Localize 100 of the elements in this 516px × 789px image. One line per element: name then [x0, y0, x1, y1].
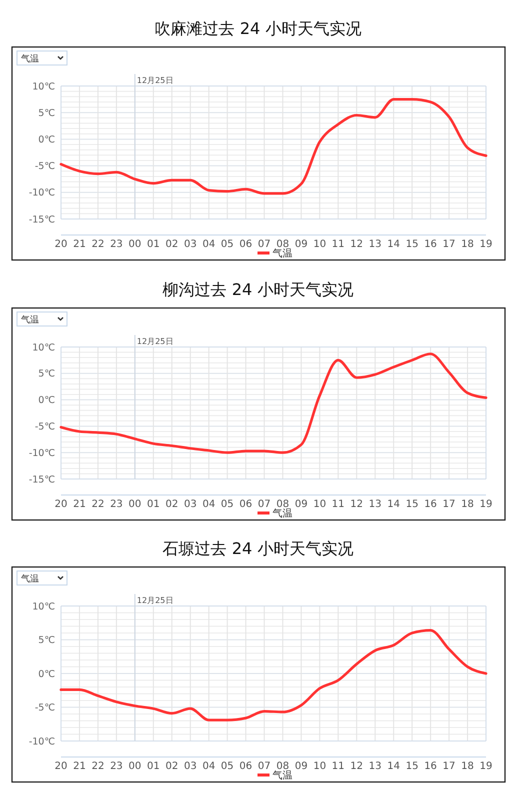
- x-tick-label: 20: [54, 761, 68, 772]
- legend-label: 气温: [272, 508, 292, 520]
- ref-line-label: 12月25日: [136, 337, 174, 346]
- x-tick-label: 01: [147, 239, 160, 250]
- x-tick-label: 11: [332, 499, 345, 510]
- legend-label: 气温: [272, 248, 292, 260]
- x-tick-label: 17: [442, 761, 456, 772]
- x-tick-label: 20: [54, 499, 68, 510]
- x-tick-label: 19: [480, 761, 492, 772]
- x-tick-label: 19: [480, 499, 492, 510]
- y-tick-label: 10℃: [32, 81, 56, 92]
- x-tick-label: 20: [54, 239, 68, 250]
- x-tick-label: 21: [73, 239, 86, 250]
- y-tick-label: -5℃: [34, 422, 56, 433]
- x-tick-label: 00: [128, 499, 142, 510]
- x-tick-label: 12: [350, 239, 364, 250]
- dropdown: 气温: [16, 570, 68, 586]
- x-tick-label: 10: [313, 761, 326, 772]
- x-tick-label: 14: [387, 499, 400, 510]
- y-tick-label: 10℃: [32, 601, 56, 612]
- x-tick-label: 01: [147, 499, 160, 510]
- x-tick-label: 15: [406, 239, 418, 250]
- line-series: [60, 98, 488, 195]
- chart-title: 石塬过去 24 小时天气实况: [162, 539, 354, 558]
- x-tick-label: 06: [239, 499, 252, 510]
- x-tick-label: 21: [73, 761, 86, 772]
- x-tick-label: 22: [92, 761, 104, 772]
- x-tick-label: 07: [258, 761, 271, 772]
- chart-title: 柳沟过去 24 小时天气实况: [162, 280, 354, 299]
- y-tick-label: 0℃: [38, 395, 56, 406]
- x-tick-label: 22: [92, 239, 104, 250]
- x-tick-label: 12: [350, 761, 364, 772]
- y-tick-label: 0℃: [38, 668, 56, 680]
- x-tick-label: 18: [461, 499, 474, 510]
- x-tick-label: 23: [110, 239, 123, 250]
- y-tick-label: 0℃: [38, 134, 56, 146]
- line-series: [60, 629, 488, 722]
- y-tick-label: -5℃: [34, 161, 56, 172]
- x-tick-label: 10: [313, 239, 326, 250]
- y-tick-label: 10℃: [32, 342, 56, 354]
- x-tick-label: 12: [350, 499, 364, 510]
- y-tick-label: -10℃: [28, 448, 56, 459]
- x-tick-label: 23: [110, 499, 123, 510]
- y-tick-label: -15℃: [28, 474, 56, 486]
- x-tick-label: 10: [313, 499, 326, 510]
- x-tick-label: 00: [128, 239, 142, 250]
- x-tick-label: 16: [424, 499, 437, 510]
- y-tick-label: 5℃: [38, 635, 56, 646]
- x-tick-label: 15: [406, 761, 418, 772]
- chart-title: 吹麻滩过去 24 小时天气实况: [154, 19, 362, 38]
- ref-line-label: 12月25日: [136, 76, 174, 85]
- x-tick-label: 03: [184, 499, 197, 510]
- x-tick-label: 18: [461, 239, 474, 250]
- y-tick-label: -15℃: [28, 214, 56, 226]
- line-series: [60, 352, 488, 454]
- x-tick-label: 00: [128, 761, 142, 772]
- x-tick-label: 08: [276, 499, 290, 510]
- x-tick-label: 21: [73, 499, 86, 510]
- x-tick-label: 02: [166, 761, 178, 772]
- y-tick-label: -5℃: [34, 702, 56, 714]
- x-tick-label: 05: [220, 761, 234, 772]
- y-tick-label: 5℃: [38, 368, 56, 380]
- x-tick-label: 08: [276, 761, 290, 772]
- x-tick-label: 16: [424, 761, 437, 772]
- x-tick-label: 03: [184, 239, 197, 250]
- x-tick-label: 17: [442, 499, 456, 510]
- x-tick-label: 16: [424, 239, 437, 250]
- x-tick-label: 14: [387, 239, 400, 250]
- x-tick-label: 05: [220, 239, 234, 250]
- x-tick-label: 22: [92, 499, 104, 510]
- x-tick-label: 23: [110, 761, 123, 772]
- x-tick-label: 09: [294, 499, 308, 510]
- x-tick-label: 18: [461, 761, 474, 772]
- x-tick-label: 05: [220, 499, 234, 510]
- x-tick-label: 04: [202, 499, 216, 510]
- x-tick-label: 06: [239, 239, 252, 250]
- dropdown: 气温: [16, 312, 68, 326]
- y-tick-label: -10℃: [28, 188, 56, 199]
- x-tick-label: 17: [442, 239, 456, 250]
- x-tick-label: 04: [202, 761, 216, 772]
- x-tick-label: 08: [276, 239, 290, 250]
- x-tick-label: 11: [332, 761, 345, 772]
- x-tick-label: 07: [258, 499, 271, 510]
- x-tick-label: 09: [294, 239, 308, 250]
- x-tick-label: 07: [258, 239, 271, 250]
- x-tick-label: 13: [368, 499, 382, 510]
- x-tick-label: 13: [368, 761, 382, 772]
- dropdown: 气温: [16, 50, 68, 66]
- ref-line-label: 12月25日: [136, 596, 174, 605]
- x-tick-label: 01: [147, 761, 160, 772]
- x-tick-label: 19: [480, 239, 492, 250]
- x-tick-label: 06: [239, 761, 252, 772]
- x-tick-label: 04: [202, 239, 216, 250]
- y-tick-label: 5℃: [38, 108, 56, 119]
- x-tick-label: 11: [332, 239, 345, 250]
- x-tick-label: 09: [294, 761, 308, 772]
- x-tick-label: 14: [387, 761, 400, 772]
- x-tick-label: 15: [406, 499, 418, 510]
- y-tick-label: -10℃: [28, 736, 56, 748]
- x-tick-label: 02: [166, 499, 178, 510]
